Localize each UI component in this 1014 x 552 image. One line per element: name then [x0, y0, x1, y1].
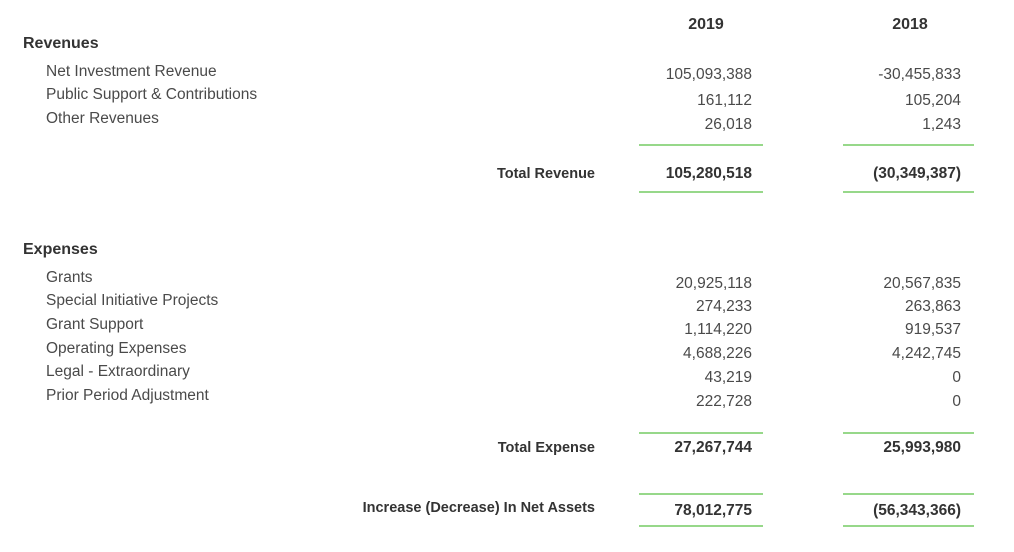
revenue-value-2019: 105,093,388 — [665, 66, 752, 83]
net-assets-2019: 78,012,775 — [674, 502, 752, 519]
expenses-heading: Expenses — [23, 241, 98, 258]
divider-rule — [639, 144, 763, 146]
year-header-2019: 2019 — [688, 16, 724, 33]
expense-item-label: Special Initiative Projects — [46, 292, 219, 309]
expense-value-2018: 0 — [952, 393, 961, 410]
revenue-value-2019: 26,018 — [704, 116, 752, 133]
expense-item-label: Grant Support — [46, 316, 144, 333]
total-revenue-2018: (30,349,387) — [873, 165, 961, 182]
divider-rule — [843, 432, 974, 434]
expense-value-2019: 1,114,220 — [684, 321, 752, 338]
expense-value-2018: 919,537 — [904, 321, 961, 338]
divider-rule — [843, 144, 974, 146]
expense-item-label: Legal - Extraordinary — [46, 363, 190, 380]
expense-value-2019: 43,219 — [704, 369, 752, 386]
net-assets-label: Increase (Decrease) In Net Assets — [362, 500, 595, 516]
expense-value-2018: 20,567,835 — [883, 275, 961, 292]
net-assets-2018: (56,343,366) — [873, 502, 961, 519]
expense-value-2018: 4,242,745 — [892, 345, 961, 362]
total-revenue-label: Total Revenue — [496, 166, 595, 182]
expense-value-2019: 222,728 — [695, 393, 752, 410]
expense-value-2018: 263,863 — [904, 298, 961, 315]
divider-rule — [843, 191, 974, 193]
divider-rule — [639, 525, 763, 527]
expense-value-2019: 20,925,118 — [675, 275, 752, 292]
divider-rule — [639, 191, 763, 193]
divider-rule — [639, 493, 763, 495]
total-expense-2018: 25,993,980 — [883, 439, 961, 456]
revenue-value-2019: 161,112 — [697, 92, 752, 109]
expense-item-label: Grants — [46, 269, 93, 286]
revenue-value-2018: 105,204 — [904, 92, 961, 109]
revenue-value-2018: 1,243 — [922, 116, 961, 133]
expense-item-label: Prior Period Adjustment — [46, 387, 209, 404]
revenue-item-label: Other Revenues — [46, 110, 159, 127]
divider-rule — [843, 493, 974, 495]
revenue-item-label: Public Support & Contributions — [46, 86, 258, 103]
revenues-heading: Revenues — [23, 35, 99, 52]
divider-rule — [639, 432, 763, 434]
revenue-item-label: Net Investment Revenue — [46, 63, 217, 80]
divider-rule — [843, 525, 974, 527]
year-header-2018: 2018 — [892, 16, 928, 33]
revenue-value-2018: -30,455,833 — [878, 66, 961, 83]
expense-value-2019: 4,688,226 — [683, 345, 752, 362]
total-revenue-2019: 105,280,518 — [665, 165, 752, 182]
total-expense-2019: 27,267,744 — [674, 439, 752, 456]
total-expense-label: Total Expense — [497, 440, 595, 456]
expense-value-2019: 274,233 — [695, 298, 752, 315]
expense-item-label: Operating Expenses — [46, 340, 187, 357]
expense-value-2018: 0 — [952, 369, 961, 386]
